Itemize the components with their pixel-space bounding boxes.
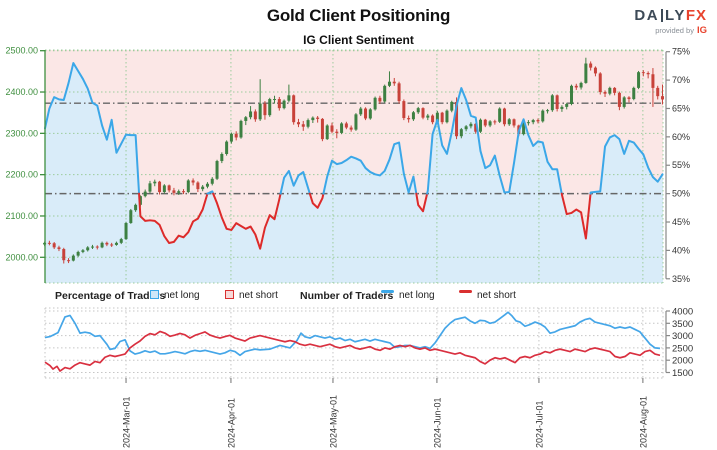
- legend-percentage-of-traders-label: Percentage of Traders: [55, 290, 166, 302]
- svg-text:60%: 60%: [672, 132, 690, 142]
- net-short-line-icon: [459, 290, 472, 293]
- dailyfx-wordmark: DA LY FX: [634, 8, 707, 23]
- svg-text:2024-Jun-01: 2024-Jun-01: [432, 397, 442, 448]
- svg-text:1500: 1500: [672, 368, 693, 379]
- svg-text:2500: 2500: [672, 343, 693, 354]
- sentiment-line: [44, 62, 664, 250]
- logo-text-fx: FX: [685, 7, 707, 24]
- net-short-count-line: [44, 330, 661, 372]
- dailyfx-logo: DA LY FX provided by IG: [634, 8, 707, 36]
- page-title: Gold Client Positioning: [266, 6, 451, 25]
- chart-legend: Percentage of Traders net long net short…: [0, 289, 717, 306]
- net-long-line-icon: [381, 290, 394, 293]
- svg-text:2000: 2000: [672, 356, 693, 367]
- svg-text:2024-Mar-01: 2024-Mar-01: [122, 396, 132, 448]
- logo-bar-icon: [661, 9, 664, 22]
- svg-text:2100.00: 2100.00: [5, 211, 38, 221]
- svg-text:75%: 75%: [672, 47, 690, 57]
- legend-net-long-line-label: net long: [399, 290, 435, 301]
- svg-text:2000.00: 2000.00: [5, 252, 38, 262]
- date-axis: 2024-Mar-01 2024-Apr-01 2024-May-01 2024-Ju…: [122, 378, 648, 448]
- price-gridlines: [45, 49, 664, 284]
- reference-lines: [45, 102, 663, 195]
- legend-net-short-label: net short: [239, 290, 278, 301]
- ig-brand-text: IG: [696, 25, 707, 36]
- svg-text:4000: 4000: [672, 307, 693, 318]
- price-axis: 2500.00 2400.00 2300.00 2200.00 2100.00 2000.…: [5, 46, 46, 283]
- legend-net-long-label: net long: [164, 290, 200, 301]
- sentiment-background: [45, 50, 663, 283]
- svg-text:2024-May-01: 2024-May-01: [328, 395, 338, 448]
- legend-net-short-line-label: net short: [477, 290, 516, 301]
- logo-tagline: provided by IG: [634, 26, 707, 36]
- logo-text-da: DA: [634, 7, 660, 24]
- svg-text:70%: 70%: [672, 75, 690, 85]
- svg-text:2400.00: 2400.00: [5, 87, 38, 97]
- svg-text:3500: 3500: [672, 319, 693, 330]
- logo-text-ly: LY: [665, 7, 686, 24]
- svg-text:2500.00: 2500.00: [5, 46, 38, 56]
- percent-axis: 75% 70% 65% 60% 55% 50% 45% 40% 35%: [665, 47, 690, 284]
- svg-text:2024-Apr-01: 2024-Apr-01: [226, 398, 236, 448]
- svg-text:65%: 65%: [672, 103, 690, 113]
- svg-text:3000: 3000: [672, 331, 693, 342]
- svg-text:35%: 35%: [672, 274, 690, 284]
- svg-text:2024-Jul-01: 2024-Jul-01: [534, 400, 544, 448]
- svg-text:40%: 40%: [672, 245, 690, 255]
- net-long-count-line: [44, 311, 661, 357]
- svg-text:55%: 55%: [672, 160, 690, 170]
- svg-text:2024-Aug-01: 2024-Aug-01: [638, 396, 648, 448]
- provided-by-text: provided by: [655, 26, 694, 35]
- legend-number-of-traders-label: Number of Traders: [300, 290, 394, 302]
- candlestick-series: [43, 57, 665, 264]
- svg-text:2300.00: 2300.00: [5, 128, 38, 138]
- net-long-box-icon: [150, 290, 159, 299]
- net-short-box-icon: [225, 290, 234, 299]
- svg-text:50%: 50%: [672, 189, 690, 199]
- svg-text:45%: 45%: [672, 217, 690, 227]
- chart-subtitle: IG Client Sentiment: [303, 33, 414, 47]
- svg-text:2200.00: 2200.00: [5, 170, 38, 180]
